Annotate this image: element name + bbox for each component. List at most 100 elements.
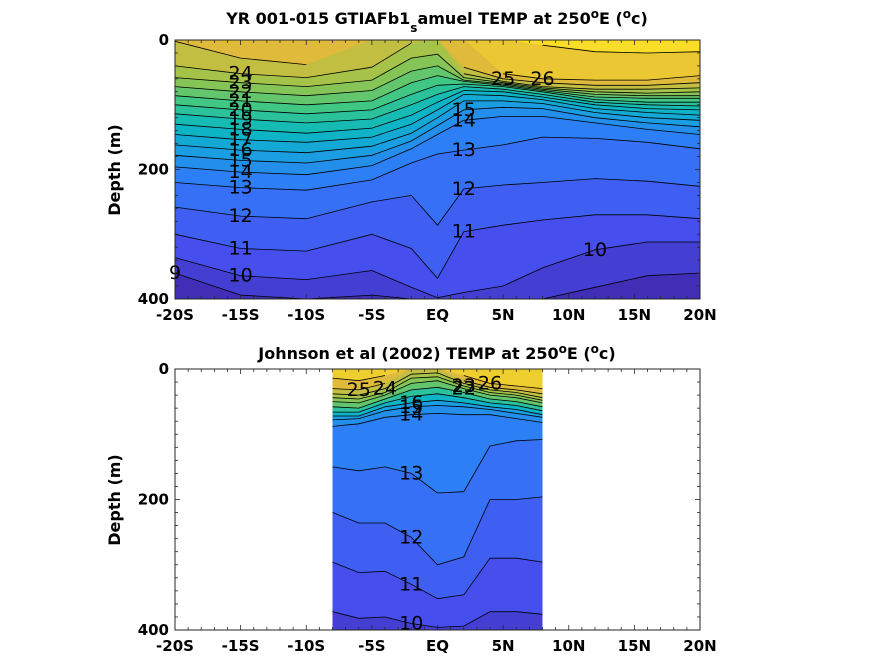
isotherm-label-15: 15 bbox=[229, 149, 253, 171]
isotherm-label-14: 14 bbox=[229, 161, 253, 183]
isotherm-label-14: 14 bbox=[399, 404, 423, 426]
chart-title-obs-part2: E ( bbox=[567, 344, 591, 363]
y-tick-label: 200 bbox=[138, 491, 169, 509]
temperature-bands-model bbox=[175, 40, 700, 299]
chart-title-obs-part1: Johnson et al (2002) TEMP at 250 bbox=[257, 344, 558, 363]
isotherm-20C bbox=[175, 83, 700, 115]
isotherm-label-16: 16 bbox=[229, 139, 253, 161]
isotherm-13C bbox=[332, 439, 543, 494]
y-axis-label-observations: Depth (m) bbox=[105, 454, 124, 546]
isotherm-27C bbox=[542, 44, 700, 54]
y-tick-label: 200 bbox=[138, 161, 169, 179]
plot-area-observations bbox=[332, 369, 543, 630]
isotherm-11C bbox=[175, 214, 700, 279]
axes-observations: -20S -15S -10S -5S EQ 5N 10N 15N 20N 0 200 400 bbox=[138, 360, 717, 655]
isotherm-label-22: 22 bbox=[452, 378, 476, 400]
x-tick-label: 15N bbox=[618, 306, 651, 324]
chart-title-observations: Johnson et al (2002) TEMP at 250oE (oc) bbox=[257, 342, 615, 363]
isotherm-25C bbox=[332, 380, 543, 395]
chart-title-model-degree-1: o bbox=[591, 7, 599, 21]
isotherm-label-21: 21 bbox=[229, 90, 253, 112]
isotherm-17C bbox=[175, 93, 700, 143]
x-tick-label: -20S bbox=[156, 637, 194, 655]
isotherm-14C bbox=[332, 412, 543, 427]
y-tick-label: 0 bbox=[159, 31, 169, 49]
chart-title-obs-degree-2: o bbox=[591, 342, 599, 356]
isotherm-22C bbox=[175, 65, 700, 97]
temperature-bands-observations bbox=[332, 369, 543, 630]
isotherm-16C bbox=[175, 100, 700, 154]
x-tick-label: EQ bbox=[426, 637, 449, 655]
isotherm-24C bbox=[175, 42, 700, 90]
band-10C bbox=[332, 611, 543, 630]
isotherm-11C bbox=[332, 557, 543, 600]
isotherm-label-24: 24 bbox=[229, 63, 253, 85]
isotherm-22C bbox=[332, 380, 543, 404]
isotherm-label-12: 12 bbox=[399, 526, 423, 548]
band-10C bbox=[175, 242, 700, 299]
x-tick-label: 20N bbox=[683, 637, 716, 655]
x-tick-label: -15S bbox=[222, 637, 260, 655]
isotherm-label-11: 11 bbox=[399, 573, 423, 595]
isotherm-14C bbox=[175, 116, 700, 176]
x-tick-label: EQ bbox=[426, 306, 449, 324]
isotherm-23C bbox=[332, 376, 543, 401]
y-axis-label-model: Depth (m) bbox=[105, 124, 124, 216]
isotherm-26C bbox=[503, 73, 700, 81]
chart-title-model-subscript: s bbox=[410, 21, 417, 35]
isotherm-label-10: 10 bbox=[583, 239, 607, 261]
isotherm-label-16: 16 bbox=[399, 392, 423, 414]
isotherm-26C bbox=[332, 375, 543, 389]
axes-model: -20S -15S -10S -5S EQ 5N 10N 15N 20N 0 200 400 bbox=[138, 31, 717, 324]
x-tick-label: 20N bbox=[683, 306, 716, 324]
chart-title-model-part4: c) bbox=[631, 9, 648, 28]
isotherm-12C bbox=[175, 178, 700, 226]
isotherm-lines-model bbox=[175, 40, 700, 299]
isotherm-label-13: 13 bbox=[399, 462, 423, 484]
isotherm-label-24: 24 bbox=[373, 378, 397, 400]
chart-title-model-part3: E ( bbox=[599, 9, 623, 28]
isotherm-13C bbox=[175, 136, 700, 191]
isotherm-label-15: 15 bbox=[399, 396, 423, 418]
x-tick-label: 5N bbox=[492, 306, 515, 324]
chart-title-obs-degree-1: o bbox=[559, 342, 567, 356]
isotherm-19C bbox=[175, 86, 700, 124]
isotherm-label-25: 25 bbox=[347, 379, 371, 401]
isotherm-label-23: 23 bbox=[229, 72, 253, 94]
isotherm-label-15: 15 bbox=[452, 99, 476, 121]
isotherm-25C bbox=[175, 40, 700, 86]
isotherm-12C bbox=[332, 496, 543, 566]
chart-panel-observations: Johnson et al (2002) TEMP at 250oE (oc) … bbox=[105, 342, 717, 655]
x-tick-label: 15N bbox=[618, 637, 651, 655]
y-tick-label: 0 bbox=[159, 360, 169, 378]
isotherm-15C bbox=[332, 405, 543, 421]
isotherm-9C bbox=[175, 272, 700, 299]
isotherm-label-11: 11 bbox=[452, 221, 476, 243]
chart-panel-model: YR 001-015 GTIAFb1samuel TEMP at 250oE (… bbox=[105, 7, 717, 324]
isotherm-label-26: 26 bbox=[530, 68, 554, 90]
chart-title-model-degree-2: o bbox=[623, 7, 631, 21]
plot-area-model bbox=[175, 40, 700, 299]
isotherm-23C bbox=[175, 53, 700, 94]
isotherm-10C bbox=[175, 241, 700, 299]
x-tick-label: -15S bbox=[222, 306, 260, 324]
isotherm-18C bbox=[332, 393, 543, 413]
x-tick-label: -5S bbox=[358, 637, 385, 655]
isotherm-label-10: 10 bbox=[399, 612, 423, 634]
isotherm-lines-observations bbox=[332, 372, 543, 628]
isotherm-label-20: 20 bbox=[229, 99, 253, 121]
isotherm-label-13: 13 bbox=[229, 177, 253, 199]
isotherm-label-10: 10 bbox=[229, 265, 253, 287]
isotherm-18C bbox=[175, 90, 700, 134]
chart-title-model-part2: amuel TEMP at 250 bbox=[417, 9, 590, 28]
isotherm-20C bbox=[332, 386, 543, 409]
isotherm-label-26: 26 bbox=[478, 372, 502, 394]
isotherm-15C bbox=[175, 106, 700, 164]
x-tick-label: -5S bbox=[358, 306, 385, 324]
isotherm-label-19: 19 bbox=[229, 108, 253, 130]
chart-title-obs-part3: c) bbox=[599, 344, 616, 363]
isotherm-label-23: 23 bbox=[452, 375, 476, 397]
isotherm-label-18: 18 bbox=[229, 118, 253, 140]
